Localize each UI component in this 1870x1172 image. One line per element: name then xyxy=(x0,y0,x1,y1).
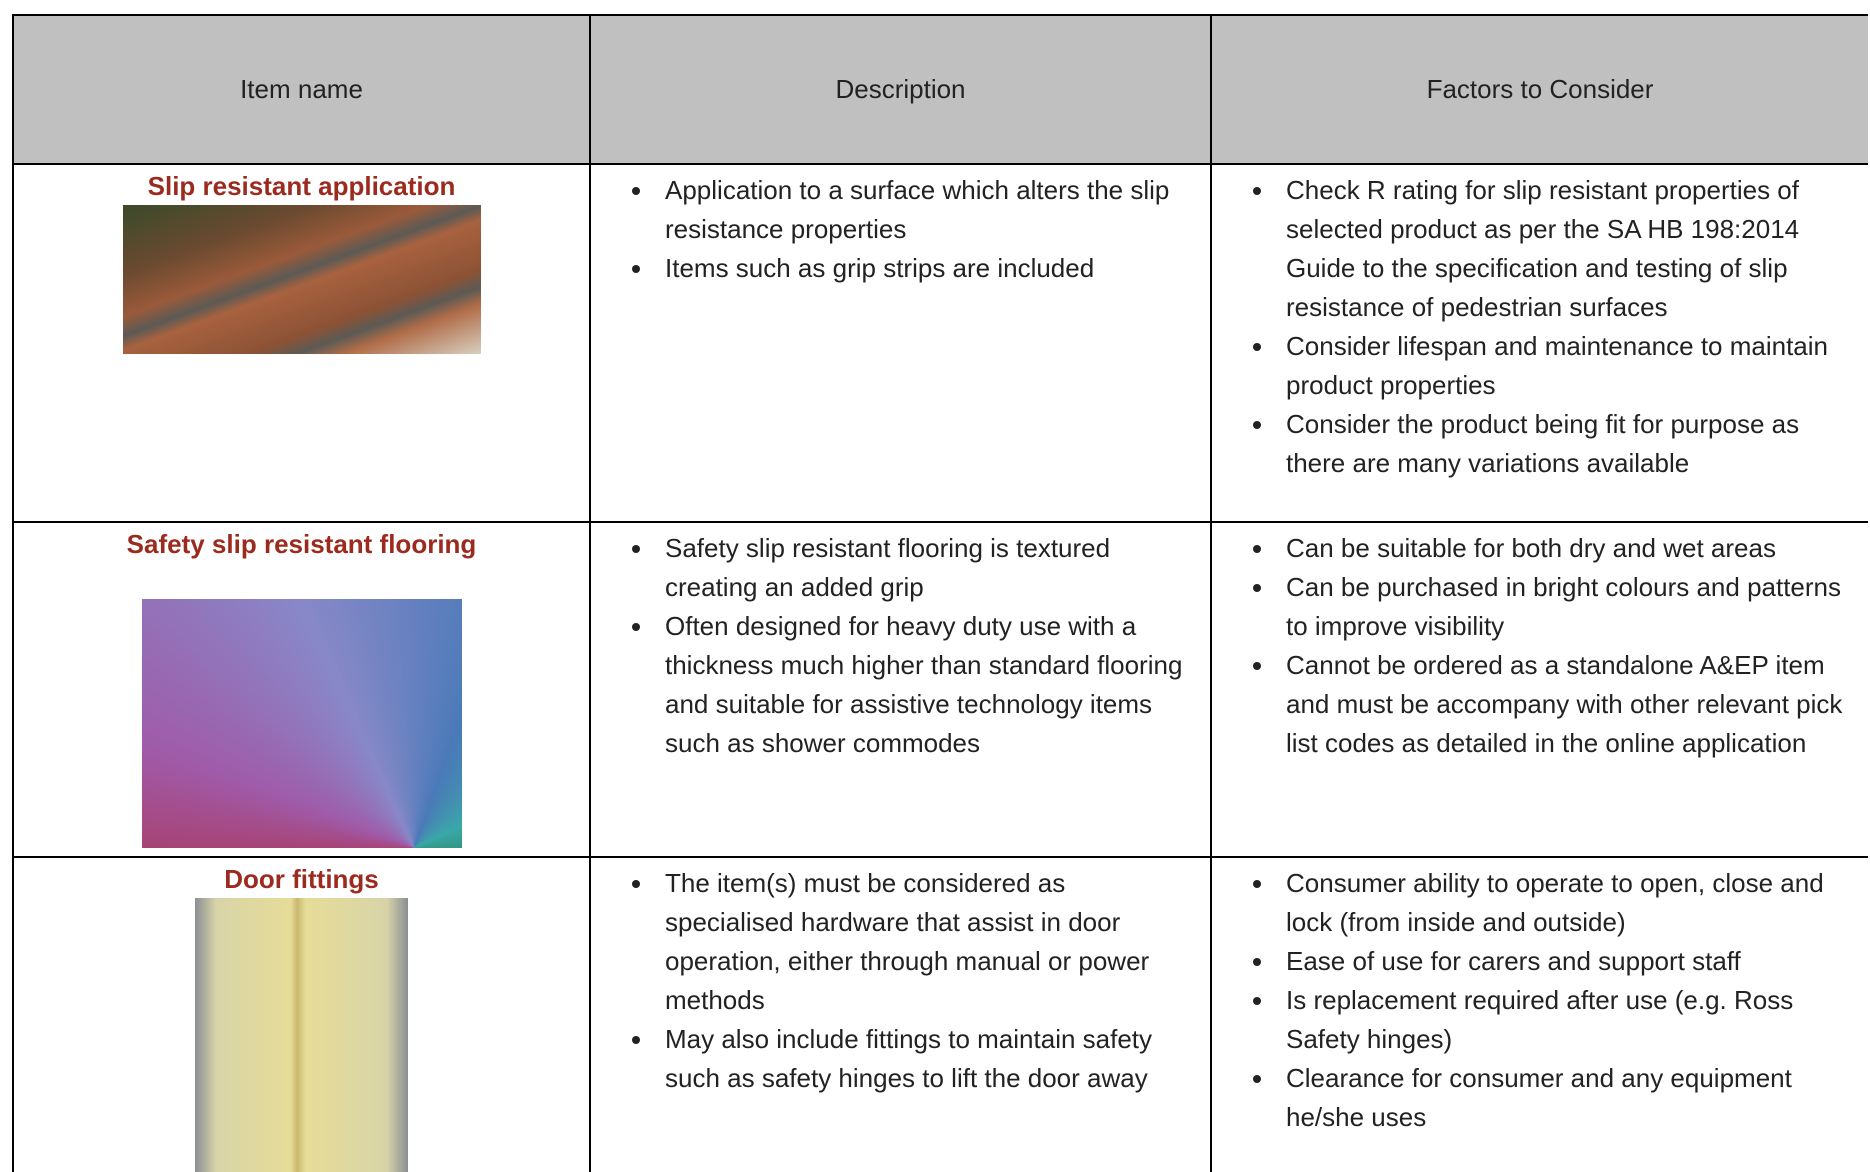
description-list: Safety slip resistant flooring is textur… xyxy=(591,529,1198,763)
description-list: Application to a surface which alters th… xyxy=(591,171,1198,288)
header-row: Item name Description Factors to Consider xyxy=(12,14,1868,165)
bullet-item: Consumer ability to operate to open, clo… xyxy=(1276,864,1856,942)
table-row: Slip resistant application Application to… xyxy=(12,163,1868,523)
bullet-item: Consider lifespan and maintenance to mai… xyxy=(1276,327,1856,405)
bullet-item: Consider the product being fit for purpo… xyxy=(1276,405,1856,483)
name-cell: Safety slip resistant flooring xyxy=(12,521,591,858)
header-cell: Item name xyxy=(12,14,591,165)
description-list: The item(s) must be considered as specia… xyxy=(591,864,1198,1098)
bullet-item: Ease of use for carers and support staff xyxy=(1276,942,1856,981)
bullet-item: Cannot be ordered as a standalone A&EP i… xyxy=(1276,646,1856,763)
bullet-item: Can be purchased in bright colours and p… xyxy=(1276,568,1856,646)
header-cell: Description xyxy=(589,14,1212,165)
bullet-item: Items such as grip strips are included xyxy=(655,249,1198,288)
name-cell: Door fittings xyxy=(12,856,591,1172)
bullet-item: May also include fittings to maintain sa… xyxy=(655,1020,1198,1098)
page: Item name Description Factors to Consider … xyxy=(12,14,1868,1172)
factors-list: Can be suitable for both dry and wet are… xyxy=(1212,529,1856,763)
table-row: Safety slip resistant flooring Safety sli… xyxy=(12,521,1868,858)
header-cell: Factors to Consider xyxy=(1210,14,1868,165)
item-image xyxy=(122,205,481,354)
description-cell: Safety slip resistant flooring is textur… xyxy=(589,521,1212,858)
factors-list: Check R rating for slip resistant proper… xyxy=(1212,171,1856,483)
name-cell: Slip resistant application xyxy=(12,163,591,523)
item-image xyxy=(141,599,462,848)
table-row: Door fittings The item(s) must be conside… xyxy=(12,856,1868,1172)
bullet-item: Check R rating for slip resistant proper… xyxy=(1276,171,1856,327)
bullet-item: Safety slip resistant flooring is textur… xyxy=(655,529,1198,607)
items-table: Item name Description Factors to Consider … xyxy=(12,14,1868,1172)
bullet-item: Application to a surface which alters th… xyxy=(655,171,1198,249)
item-image xyxy=(195,898,408,1172)
factors-cell: Consumer ability to operate to open, clo… xyxy=(1210,856,1868,1172)
item-name: Safety slip resistant flooring xyxy=(126,529,477,559)
bullet-item: Clearance for consumer and any equipment… xyxy=(1276,1059,1856,1137)
bullet-item: The item(s) must be considered as specia… xyxy=(655,864,1198,1020)
bullet-item: Often designed for heavy duty use with a… xyxy=(655,607,1198,763)
item-name: Slip resistant application xyxy=(147,171,456,201)
description-cell: Application to a surface which alters th… xyxy=(589,163,1212,523)
item-name: Door fittings xyxy=(224,864,379,894)
factors-cell: Can be suitable for both dry and wet are… xyxy=(1210,521,1868,858)
description-cell: The item(s) must be considered as specia… xyxy=(589,856,1212,1172)
factors-list: Consumer ability to operate to open, clo… xyxy=(1212,864,1856,1137)
factors-cell: Check R rating for slip resistant proper… xyxy=(1210,163,1868,523)
bullet-item: Can be suitable for both dry and wet are… xyxy=(1276,529,1856,568)
bullet-item: Is replacement required after use (e.g. … xyxy=(1276,981,1856,1059)
